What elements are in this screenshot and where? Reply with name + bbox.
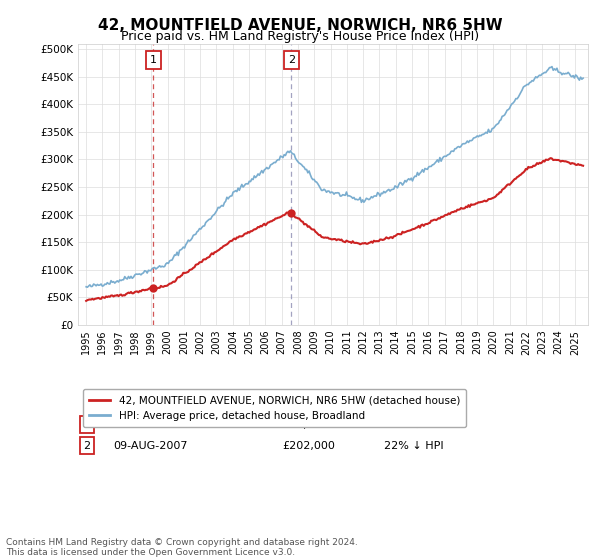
Legend: 42, MOUNTFIELD AVENUE, NORWICH, NR6 5HW (detached house), HPI: Average price, de: 42, MOUNTFIELD AVENUE, NORWICH, NR6 5HW … [83,389,466,427]
Text: 42, MOUNTFIELD AVENUE, NORWICH, NR6 5HW: 42, MOUNTFIELD AVENUE, NORWICH, NR6 5HW [98,18,502,33]
Text: 12-FEB-1999: 12-FEB-1999 [114,419,185,430]
Text: £202,000: £202,000 [282,441,335,451]
Text: Price paid vs. HM Land Registry's House Price Index (HPI): Price paid vs. HM Land Registry's House … [121,30,479,43]
Text: 22% ↓ HPI: 22% ↓ HPI [384,419,443,430]
Text: 22% ↓ HPI: 22% ↓ HPI [384,441,443,451]
Text: Contains HM Land Registry data © Crown copyright and database right 2024.
This d: Contains HM Land Registry data © Crown c… [6,538,358,557]
Text: 2: 2 [83,441,91,451]
Text: 2: 2 [288,55,295,65]
Text: 1: 1 [83,419,91,430]
Text: 1: 1 [150,55,157,65]
Text: 09-AUG-2007: 09-AUG-2007 [114,441,188,451]
Text: £67,000: £67,000 [282,419,328,430]
